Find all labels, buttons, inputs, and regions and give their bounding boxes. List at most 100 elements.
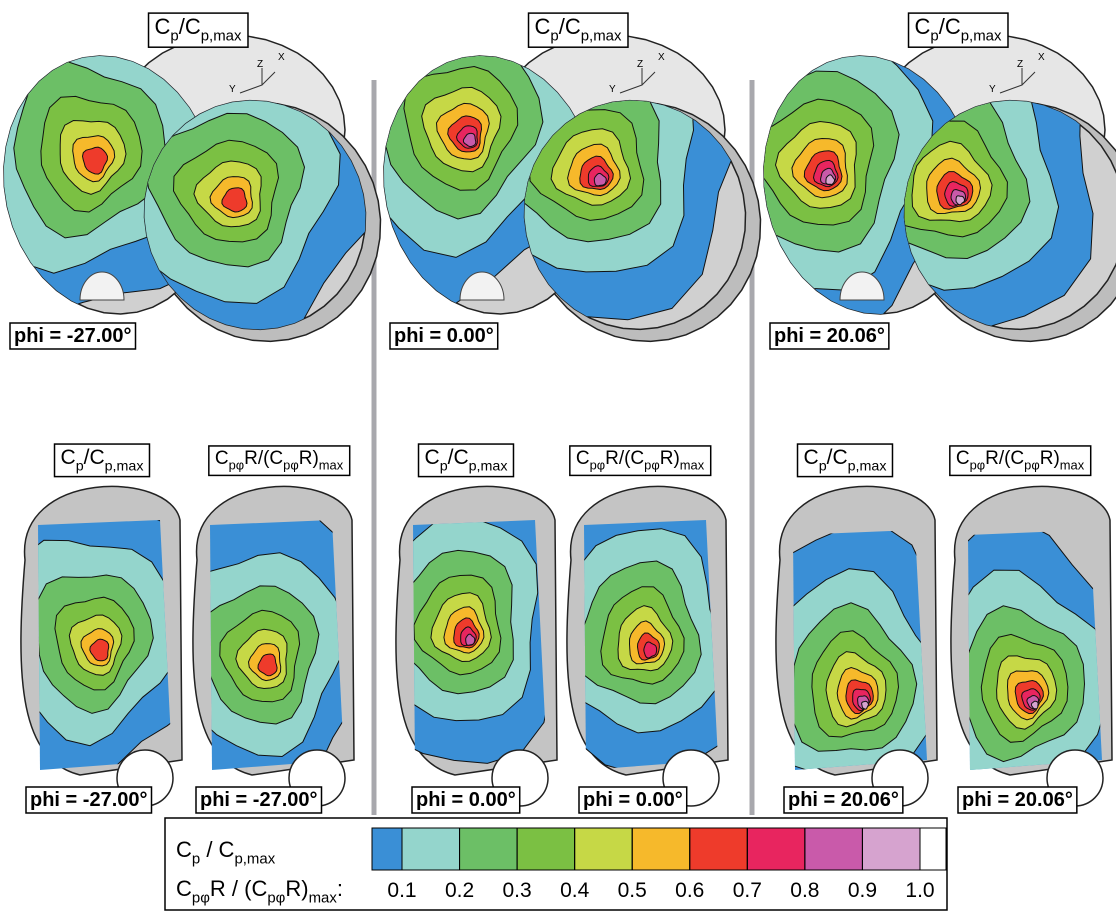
label: Cp/Cp,max	[907, 12, 1009, 48]
phi-text: phi = 0.00°	[583, 789, 683, 811]
color-cell	[919, 827, 947, 871]
phi-label: phi = -27.00°	[9, 322, 137, 350]
label-box	[578, 786, 688, 814]
phi-label: phi = 20.06°	[783, 786, 904, 814]
axis-triad	[999, 68, 1036, 94]
tick-label: 0.1	[387, 879, 416, 902]
label-box	[569, 445, 712, 477]
subscript: pφ	[192, 890, 210, 907]
contour-band	[462, 132, 477, 148]
phi-text: phi = -27.00°	[14, 325, 132, 347]
contour-field	[524, 100, 746, 321]
label-part: C	[176, 876, 192, 901]
contour-band	[593, 172, 607, 187]
label-text: Cp/Cp,max	[425, 446, 508, 474]
label-part: C	[425, 446, 440, 469]
subscript: p	[930, 28, 938, 45]
subscript: p	[819, 458, 827, 474]
subscript: p	[76, 458, 84, 474]
axis-label: Z	[1017, 59, 1023, 70]
phi-text: phi = 20.06°	[774, 325, 885, 347]
tick-label: 0.8	[790, 879, 819, 902]
label-box	[949, 445, 1092, 477]
color-cell	[459, 827, 518, 871]
tick-label: 0.5	[618, 879, 647, 902]
contour-band	[89, 638, 110, 662]
label-part: C	[535, 14, 551, 39]
color-cell	[371, 827, 403, 871]
color-cell	[804, 827, 863, 871]
label-part: /C	[559, 14, 581, 39]
tick-label: 1.0	[905, 879, 934, 902]
axis-label: Y	[989, 84, 996, 95]
contour-band	[257, 653, 278, 677]
label-box	[9, 322, 137, 350]
label-text: CpφR/(CpφR)max	[956, 448, 1085, 473]
subscript: p	[550, 28, 558, 45]
label-part: C	[804, 446, 819, 469]
label-part: /C	[827, 446, 848, 469]
contour-band	[465, 633, 476, 646]
label-part: C	[176, 837, 192, 862]
label-box	[208, 445, 351, 477]
label-part: / C	[200, 837, 234, 862]
label-part: :	[337, 876, 343, 901]
label-part: R)	[660, 448, 680, 469]
tick-label: 0.9	[848, 879, 877, 902]
axis-triad	[619, 68, 656, 94]
label-part: R/(C	[244, 448, 283, 469]
label-part: /C	[179, 14, 201, 39]
label: Cp/Cp,max	[527, 12, 629, 48]
subscript: p,max	[105, 458, 144, 474]
label-text: Cp/Cp,max	[804, 446, 887, 474]
phi-label: phi = 0.00°	[411, 786, 521, 814]
label-box	[769, 322, 890, 350]
axis-label: Y	[609, 84, 616, 95]
subscript: p	[440, 458, 448, 474]
color-cell	[861, 827, 921, 871]
label-part: R)	[1040, 448, 1060, 469]
phi-text: phi = 0.00°	[416, 789, 516, 811]
subscript: max	[309, 890, 338, 907]
label: Cp/Cp,max	[147, 12, 249, 48]
contour-field	[413, 520, 547, 764]
contour-field	[968, 530, 1102, 770]
contour-band	[1030, 700, 1039, 710]
axis-label: X	[658, 52, 665, 63]
label: CpφR/(CpφR)max	[569, 445, 712, 477]
label-part: C	[576, 448, 590, 469]
label: CpφR / (CpφR)max:	[176, 876, 343, 907]
subscript: p	[192, 851, 200, 868]
subscript: p,max	[848, 458, 887, 474]
label-part: C	[915, 14, 931, 39]
label-part: C	[956, 448, 970, 469]
label-part: R/(C	[605, 448, 644, 469]
contour-field	[584, 520, 718, 770]
cutout	[839, 271, 885, 301]
label-box	[527, 12, 629, 48]
color-cell	[631, 827, 691, 871]
label-box	[389, 322, 499, 350]
phi-text: phi = -27.00°	[200, 789, 318, 811]
contour-field	[210, 520, 344, 770]
label-text: CpφR / (CpφR)max:	[176, 876, 343, 907]
label-box	[53, 443, 151, 478]
axis-triad	[239, 68, 276, 94]
subscript: max	[680, 458, 705, 473]
color-cell	[516, 827, 576, 871]
subscript: p,max	[961, 28, 1002, 45]
phi-text: phi = -27.00°	[30, 789, 148, 811]
subscript: pφ	[970, 458, 986, 473]
label: CpφR/(CpφR)max	[949, 445, 1092, 477]
label-box	[25, 786, 153, 814]
cutout	[459, 271, 505, 301]
tick-label: 0.6	[675, 879, 704, 902]
label-box	[907, 12, 1009, 48]
label-box	[195, 786, 323, 814]
color-cell	[574, 827, 633, 871]
tick-label: 0.4	[560, 879, 590, 902]
label-part: C	[155, 14, 171, 39]
label-text: CpφR/(CpφR)max	[215, 448, 344, 473]
label-part: C	[61, 446, 76, 469]
